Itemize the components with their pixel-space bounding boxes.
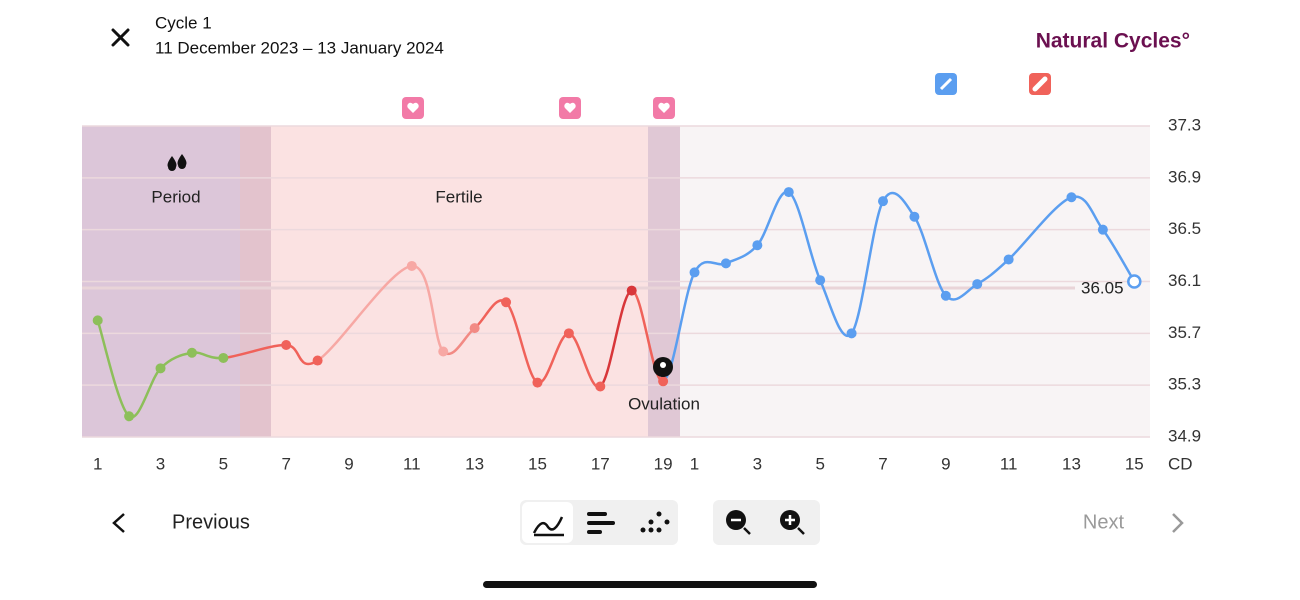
x-tick-label: 11: [1000, 454, 1018, 473]
x-tick-label: 3: [753, 454, 762, 473]
data-point: [532, 377, 543, 388]
line-segment: [662, 271, 696, 383]
data-point: [595, 381, 606, 392]
next-chevron[interactable]: [1172, 513, 1184, 533]
data-point: [1066, 192, 1077, 203]
cycle-title: Cycle 1: [155, 13, 212, 32]
previous-button[interactable]: Previous: [172, 511, 250, 533]
line-view-icon: [532, 516, 564, 534]
home-indicator: [483, 581, 817, 588]
heart-icon[interactable]: [653, 97, 675, 119]
data-point: [658, 376, 669, 387]
x-axis-label: CD: [1168, 454, 1193, 473]
data-point: [1003, 254, 1014, 265]
x-tick-label: 7: [281, 454, 290, 473]
line-segment: [1007, 196, 1072, 261]
x-tick-label: 11: [403, 454, 421, 473]
data-point: [155, 363, 166, 374]
brand: Natural Cycles°: [1036, 30, 1190, 53]
cycle-dates: 11 December 2023 – 13 January 2024: [155, 38, 444, 57]
period-icon: [167, 154, 187, 171]
data-point: [720, 258, 731, 269]
close-button[interactable]: [111, 28, 130, 47]
data-point: [1097, 224, 1108, 235]
data-point: [626, 285, 637, 296]
x-tick-label: 5: [815, 454, 824, 473]
x-tick-label: 13: [1062, 454, 1081, 473]
data-point: [438, 346, 449, 357]
data-point: [752, 240, 763, 251]
data-point: [186, 347, 197, 358]
data-point: [689, 267, 700, 278]
data-point: [406, 260, 417, 271]
x-tick-label: 7: [878, 454, 887, 473]
data-point: [972, 279, 983, 290]
data-point: [563, 328, 574, 339]
x-tick-label: 15: [528, 454, 547, 473]
line-segment: [96, 319, 131, 418]
x-tick-label: 9: [344, 454, 353, 473]
data-point: [909, 211, 920, 222]
data-point: [469, 323, 480, 334]
cover-line-label: 36.05: [1081, 278, 1124, 297]
y-tick-label: 36.1: [1168, 271, 1201, 290]
dot-view-button[interactable]: [640, 511, 670, 533]
x-tick-label: 9: [941, 454, 950, 473]
data-point: [815, 275, 826, 286]
data-point: [312, 355, 323, 366]
bar-view-button[interactable]: [587, 512, 615, 534]
ovulation-label: Ovulation: [628, 394, 700, 413]
data-point: [218, 352, 229, 363]
data-point: [940, 290, 951, 301]
y-tick-label: 35.3: [1168, 375, 1201, 394]
fertile-label: Fertile: [435, 187, 482, 206]
next-button[interactable]: Next: [1083, 511, 1125, 533]
x-tick-label: 19: [654, 454, 673, 473]
data-point: [124, 411, 135, 422]
y-tick-label: 37.3: [1168, 115, 1201, 134]
previous-chevron[interactable]: [112, 513, 125, 533]
x-tick-label: 17: [591, 454, 610, 473]
line-segment: [913, 216, 947, 297]
ovulation-marker: [653, 357, 673, 377]
x-tick-label: 5: [219, 454, 228, 473]
heart-icon[interactable]: [559, 97, 581, 119]
test-icon[interactable]: [935, 73, 957, 95]
data-point: [92, 315, 103, 326]
data-point: [846, 328, 857, 339]
plot: 34.935.335.736.136.536.937.31 3 5 7 9 11 13 15 1…: [82, 115, 1201, 473]
y-tick-label: 35.7: [1168, 323, 1201, 342]
x-tick-label: 3: [156, 454, 165, 473]
line-view-button[interactable]: [522, 502, 573, 543]
data-point: [501, 297, 512, 308]
y-tick-label: 36.9: [1168, 167, 1201, 186]
zoom-in-button[interactable]: [780, 510, 805, 535]
x-tick-label: 1: [93, 454, 102, 473]
y-tick-label: 34.9: [1168, 426, 1201, 445]
x-tick-label: 1: [690, 454, 699, 473]
x-tick-label: 13: [465, 454, 484, 473]
data-point: [1127, 274, 1142, 289]
line-segment: [850, 200, 885, 335]
data-point: [783, 187, 794, 198]
data-point: [878, 196, 888, 207]
y-tick-label: 36.5: [1168, 219, 1201, 238]
data-point: [281, 339, 292, 350]
period-label: Period: [151, 187, 200, 206]
line-segment: [411, 264, 445, 353]
line-segment: [316, 264, 413, 362]
x-tick-label: 15: [1125, 454, 1144, 473]
pill-icon[interactable]: [1029, 73, 1051, 95]
zoom-out-button[interactable]: [726, 510, 751, 535]
heart-icon[interactable]: [402, 97, 424, 119]
